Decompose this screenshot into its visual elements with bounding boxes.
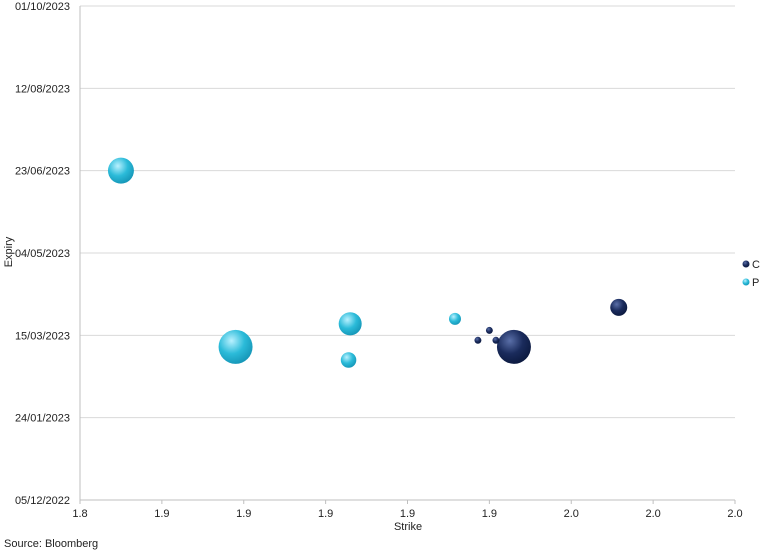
x-tick-label: 1.9 [400,508,415,520]
x-tick-label: 2.0 [564,508,579,520]
y-axis-title: Expiry [3,236,15,267]
bubble-p [107,157,134,184]
bubble-p [340,352,357,368]
y-tick-label: 05/12/2022 [15,495,70,507]
y-tick-labels: 05/12/2022 24/01/2023 15/03/2023 04/05/2023… [15,1,70,507]
x-tick-label: 1.8 [72,508,87,520]
legend: CP [742,259,760,289]
x-tick-label: 2.0 [727,508,742,520]
bubble-c [496,329,531,364]
bubble-c [610,298,628,316]
bubble-p [448,312,461,325]
bubble-p [338,312,362,336]
y-tick-label: 23/06/2023 [15,166,70,178]
x-axis-title: Strike [394,521,422,533]
legend-label-p: P [752,277,759,289]
legend-label-c: C [752,259,760,271]
y-tick-label: 12/08/2023 [15,83,70,95]
bubble-c [485,326,493,334]
bubbles [107,157,628,368]
source-note: Source: Bloomberg [4,538,99,550]
legend-marker-p [742,278,750,286]
legend-marker-c [742,260,750,268]
bubble-p [218,329,253,364]
y-tick-label: 01/10/2023 [15,1,70,13]
axes [79,6,736,504]
gridlines [80,5,735,419]
y-tick-label: 15/03/2023 [15,330,70,342]
y-tick-label: 24/01/2023 [15,413,70,425]
x-tick-label: 1.9 [482,508,497,520]
bubble-c [474,336,482,344]
x-tick-label: 1.9 [236,508,251,520]
x-tick-label: 1.9 [154,508,169,520]
x-tick-label: 1.9 [318,508,333,520]
x-tick-labels: 1.8 1.9 1.9 1.9 1.9 1.9 2.0 2.0 2.0 [72,508,742,520]
x-tick-label: 2.0 [645,508,660,520]
y-tick-label: 04/05/2023 [15,248,70,260]
bubble-c [492,336,500,344]
